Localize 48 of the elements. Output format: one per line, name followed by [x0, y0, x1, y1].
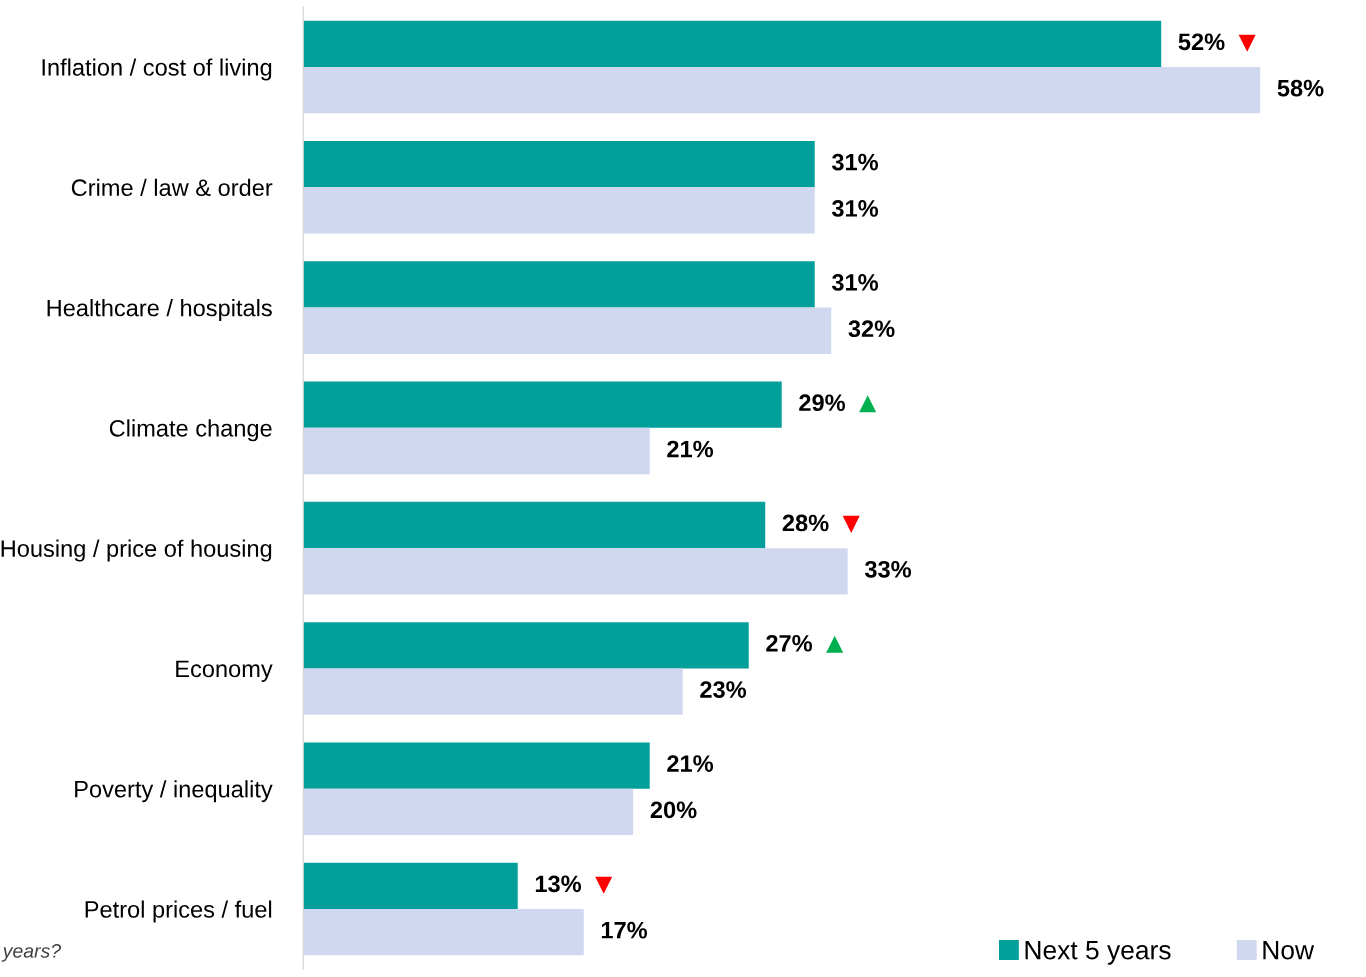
bar: [303, 909, 584, 956]
y-tick-label: Economy: [176, 660, 273, 682]
data-label: 23%: [700, 681, 747, 698]
y-tick-label: Poverty / inequality: [75, 780, 273, 803]
bar: [303, 307, 832, 354]
data-label: 52%: [1178, 33, 1225, 51]
legend-label: Now: [1263, 941, 1315, 960]
y-tick-label: Climate change: [109, 419, 272, 442]
data-label: 20%: [650, 801, 697, 819]
data-label: 27%: [766, 634, 813, 652]
annotation: ▲: [826, 635, 844, 653]
data-label: 21%: [667, 440, 714, 458]
data-label: 31%: [831, 153, 879, 171]
bar: [303, 66, 1261, 114]
annotation: ▼: [842, 515, 860, 533]
bar: [303, 20, 1162, 67]
y-tick-label: Healthcare / hospitals: [47, 299, 272, 322]
bar: [303, 501, 766, 549]
bar: [303, 261, 815, 308]
annotation: ▼: [595, 876, 613, 894]
legend-label: Next 5 years: [1025, 941, 1171, 965]
bar: [303, 427, 650, 475]
data-label: 31%: [831, 200, 879, 217]
data-label: 17%: [601, 921, 648, 939]
data-label: 13%: [535, 875, 582, 893]
bar: [303, 788, 634, 836]
y-tick-label: Housing / price of housing: [1, 539, 272, 562]
y-tick-label: Petrol prices / fuel: [85, 900, 272, 923]
y-tick-label: Crime / law & order: [71, 178, 273, 197]
annotation: ▲: [859, 395, 877, 413]
data-label: 32%: [848, 320, 895, 338]
bar: [303, 622, 749, 669]
y-tick-label: Inflation / cost of living: [42, 58, 272, 81]
bar: [303, 742, 650, 789]
data-label: 58%: [1277, 79, 1324, 97]
data-label: 33%: [864, 560, 912, 578]
annotation: ▼: [1238, 34, 1256, 52]
bar: [303, 187, 815, 234]
bar: [303, 381, 782, 428]
bar: [303, 668, 683, 715]
data-label: 31%: [831, 274, 879, 291]
data-label: 29%: [799, 394, 846, 412]
text: years?: [1, 944, 62, 962]
data-label: 28%: [782, 514, 829, 532]
data-label: 21%: [667, 755, 714, 772]
bar: [303, 862, 518, 910]
bar: [303, 140, 815, 188]
bar: [303, 548, 848, 595]
